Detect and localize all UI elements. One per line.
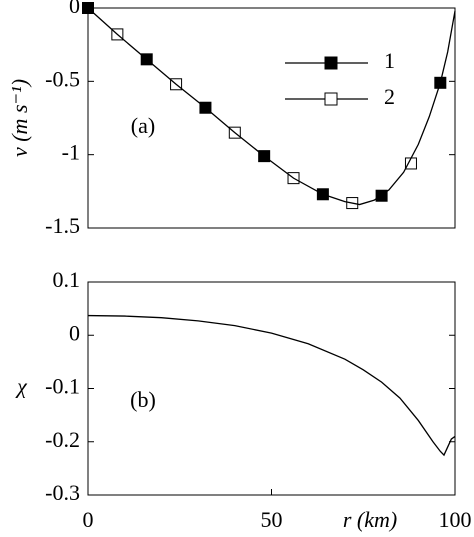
- y-tick-label: 0: [69, 320, 80, 345]
- y-axis-label: v (m s⁻¹): [7, 79, 32, 157]
- legend-label: 1: [384, 48, 395, 73]
- y-tick-label: 0: [69, 0, 80, 18]
- panel-label: (a): [131, 113, 155, 138]
- x-tick-label: 50: [261, 507, 283, 532]
- y-tick-label: -0.2: [45, 427, 80, 452]
- y-tick-label: -1.5: [45, 213, 80, 238]
- x-axis-label: r (km): [343, 507, 397, 532]
- plot-frame: [87, 7, 456, 229]
- y-tick-label: -0.1: [45, 374, 80, 399]
- legend-label: 2: [384, 84, 395, 109]
- legend-marker: [324, 56, 338, 70]
- y-axis-label: χ: [15, 374, 28, 399]
- curve: [87, 7, 456, 206]
- x-tick-label: 100: [439, 507, 472, 532]
- y-tick-label: 0.1: [53, 267, 81, 292]
- panel-label: (b): [130, 387, 156, 412]
- y-tick-label: -0.5: [45, 66, 80, 91]
- y-tick-label: -0.3: [45, 480, 80, 505]
- curve: [87, 314, 456, 457]
- legend-marker: [324, 92, 338, 106]
- y-tick-label: -1: [62, 140, 80, 165]
- x-tick-label: 0: [83, 507, 94, 532]
